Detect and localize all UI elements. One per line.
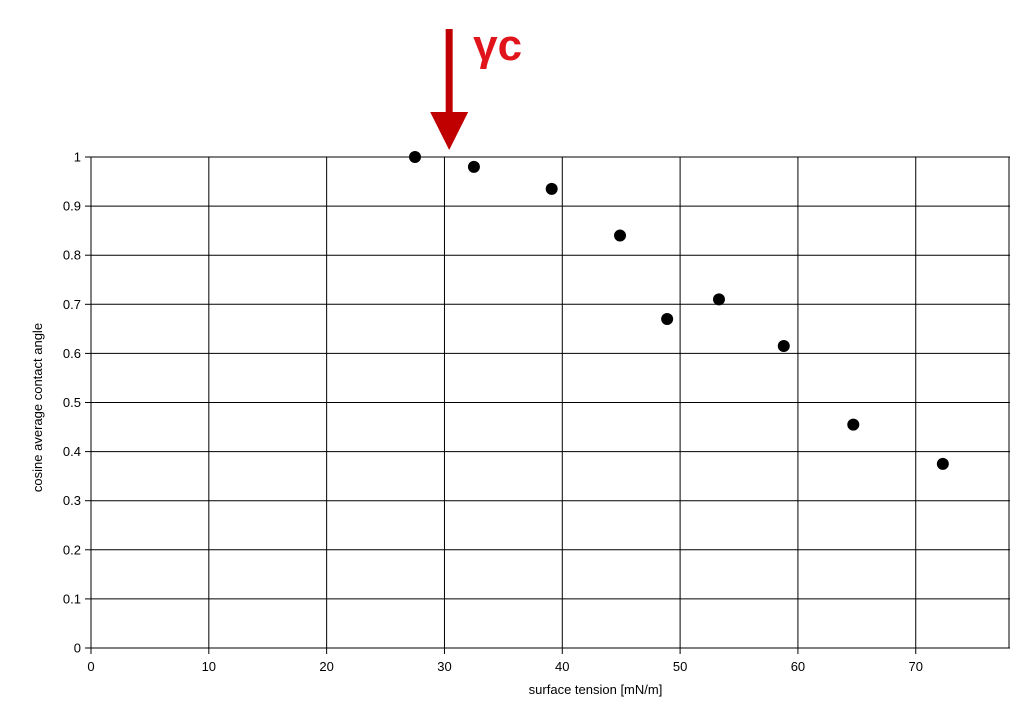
gamma-c-annotation: γc (430, 21, 522, 150)
plot-area (90, 156, 1010, 649)
data-point (777, 340, 790, 353)
y-tick-label: 0.1 (63, 591, 81, 606)
data-point (545, 182, 558, 195)
y-tick-label: 0.2 (63, 542, 81, 557)
grid (85, 156, 1010, 654)
annotation-arrow-head (430, 112, 469, 150)
annotation-label: γc (473, 21, 522, 70)
data-point (847, 418, 860, 431)
data-point (661, 313, 674, 326)
y-tick-label: 1 (74, 150, 81, 165)
x-axis-title: surface tension [mN/m] (529, 682, 663, 697)
x-tick-label: 70 (909, 659, 923, 674)
data-point (936, 457, 949, 470)
y-axis-title: cosine average contact angle (30, 323, 45, 492)
y-tick-label: 0 (74, 641, 81, 656)
data-point (614, 229, 627, 242)
y-tick-label: 0.3 (63, 493, 81, 508)
x-tick-label: 60 (791, 659, 805, 674)
y-tick-label: 0.5 (63, 395, 81, 410)
data-points (409, 151, 949, 470)
y-tick-label: 0.4 (63, 444, 81, 459)
x-tick-label: 50 (673, 659, 687, 674)
x-tick-label: 40 (555, 659, 569, 674)
x-tick-label: 30 (437, 659, 451, 674)
x-tick-label: 20 (319, 659, 333, 674)
y-tick-label: 0.6 (63, 346, 81, 361)
data-point (712, 293, 725, 306)
y-tick-label: 0.7 (63, 297, 81, 312)
tick-labels: 00.10.20.30.40.50.60.70.80.910 10 20 30 40 50… (63, 150, 923, 675)
x-tick-label: 10 (202, 659, 216, 674)
x-tick-label: 0 (87, 659, 94, 674)
data-point (467, 160, 480, 173)
y-tick-label: 0.8 (63, 248, 81, 263)
data-point (409, 151, 422, 163)
y-tick-label: 0.9 (63, 199, 81, 214)
